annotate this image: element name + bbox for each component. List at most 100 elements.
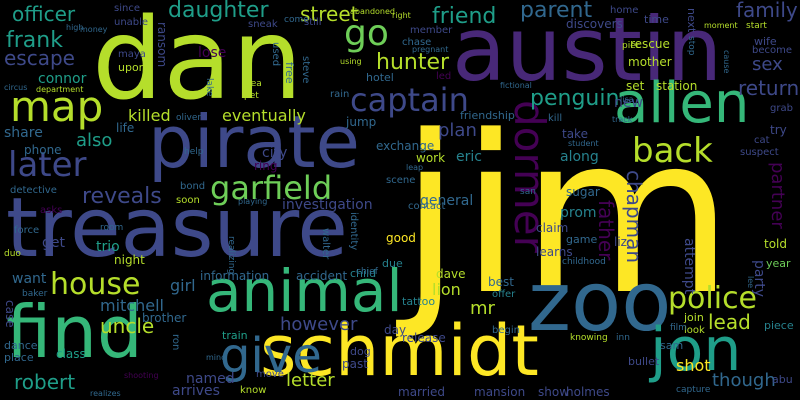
word-trio: trio <box>96 239 120 255</box>
word-uncle: uncle <box>100 314 155 338</box>
word-unable: unable <box>114 17 149 28</box>
word-child: child <box>350 267 377 280</box>
word-sex: sex <box>752 54 783 75</box>
word-information: information <box>200 269 270 283</box>
word-steve: steve <box>300 56 311 84</box>
word-jon: jon <box>650 315 742 385</box>
word-upon: upon <box>118 61 146 74</box>
word-lead: lead <box>708 310 751 334</box>
word-capture: capture <box>676 385 711 395</box>
word-scene: scene <box>386 175 416 186</box>
word-walter: walter <box>320 228 331 260</box>
word-student: student <box>568 139 599 148</box>
word-city: city <box>262 145 288 161</box>
word-suspect: suspect <box>740 147 779 158</box>
word-year: year <box>766 257 791 270</box>
word-allen: allen <box>614 71 750 136</box>
word-inn: inn <box>616 333 630 343</box>
word-chase: chase <box>402 37 432 48</box>
word-ransom: ransom <box>155 22 169 68</box>
word-baker: baker <box>22 289 48 299</box>
word-map: map <box>10 82 104 131</box>
word-learns: learns <box>536 245 573 259</box>
word-class: class <box>56 347 86 361</box>
word-good: good <box>386 231 416 245</box>
word-plan: plan <box>438 120 477 141</box>
word-want: want <box>12 271 47 287</box>
word-robert: robert <box>14 370 76 394</box>
word-asks: asks <box>40 205 63 216</box>
word-home: home <box>610 5 639 16</box>
word-moment: moment <box>704 21 738 30</box>
word-rain: rain <box>330 89 350 100</box>
word-realizing: realizing <box>226 236 236 275</box>
word-soon: soon <box>176 195 200 206</box>
word-maya: maya <box>118 49 146 60</box>
word-join: join <box>684 311 704 324</box>
word-knowing: knowing <box>570 333 608 343</box>
word-hotel: hotel <box>366 71 394 84</box>
word-lake: lake <box>204 78 214 97</box>
word-go: go <box>344 13 389 54</box>
word-liz: liz <box>614 235 627 249</box>
word-parent: parent <box>520 0 593 23</box>
word-friendship: friendship <box>460 109 515 122</box>
word-offer: offer <box>492 289 516 300</box>
word-case: case <box>3 300 17 328</box>
word-penguin: penguin <box>530 86 620 111</box>
word-member: member <box>410 25 453 36</box>
word-schmidt: schmidt <box>260 310 539 392</box>
word-captain: captain <box>350 81 469 119</box>
word-get: get <box>42 235 65 251</box>
word-animal: animal <box>206 257 403 325</box>
word-dog: dog <box>350 345 371 358</box>
word-pier: pier <box>622 41 640 51</box>
word-however: however <box>280 314 358 335</box>
word-san: san <box>520 187 536 197</box>
word-eventually: eventually <box>222 106 306 125</box>
word-eric: eric <box>456 149 482 165</box>
word-playing: playing <box>238 197 268 206</box>
word-bond: bond <box>180 181 206 192</box>
word-jim: jim <box>400 90 734 343</box>
word-pirate: pirate <box>148 100 360 184</box>
word-escape: escape <box>4 46 75 70</box>
word-later: later <box>8 145 87 185</box>
word-dan: dan <box>92 0 303 125</box>
word-time: time <box>644 13 669 26</box>
word-married: married <box>398 385 446 399</box>
word-bullet: bullet <box>628 355 660 368</box>
word-fictional: fictional <box>500 81 532 90</box>
word-claim: claim <box>536 221 569 235</box>
word-father: father <box>594 200 618 261</box>
word-told: told <box>764 237 787 251</box>
word-due: due <box>382 257 403 270</box>
word-free: free <box>283 62 296 84</box>
word-dave: dave <box>436 267 466 281</box>
word-cat: cat <box>754 135 770 146</box>
word-rescue: rescue <box>630 37 670 51</box>
word-past: past <box>342 357 368 371</box>
word-right: right <box>392 11 411 20</box>
word-mr: mr <box>470 298 495 319</box>
word-house: house <box>50 267 141 302</box>
word-share: share <box>4 125 43 141</box>
word-realizes: realizes <box>90 389 121 398</box>
word-leap: leap <box>406 163 424 172</box>
word-girl: girl <box>170 276 196 295</box>
word-discovers: discovers <box>566 17 623 31</box>
word-return: return <box>738 76 800 100</box>
word-sea: sea <box>246 79 262 89</box>
word-sam: sam <box>660 339 684 352</box>
word-identity: identity <box>348 212 359 251</box>
word-find: find <box>6 290 143 374</box>
word-ron: ron <box>170 334 181 351</box>
word-back: back <box>632 131 713 171</box>
word-jump: jump <box>346 115 377 129</box>
word-family: family <box>736 0 798 22</box>
word-garfield: garfield <box>210 169 333 207</box>
word-ring: ring <box>254 159 278 173</box>
word-wife: wife <box>754 35 777 48</box>
word-mother: mother <box>628 55 672 69</box>
word-mansion: mansion <box>474 385 526 399</box>
